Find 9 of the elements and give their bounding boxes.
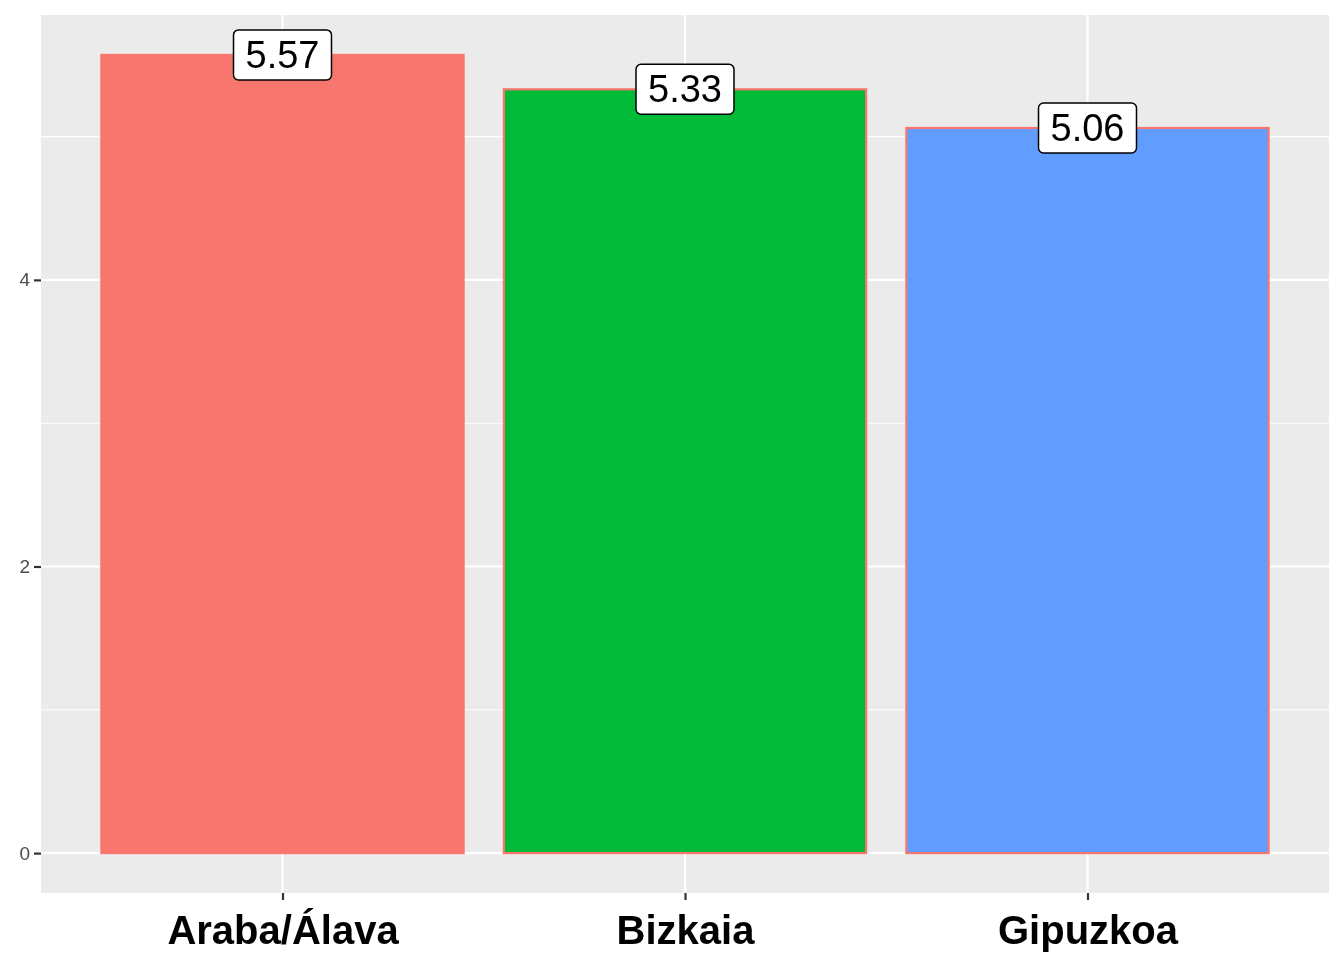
y-tick-label: 2 [19, 556, 30, 578]
data-label: 5.06 [1050, 106, 1125, 149]
x-tick-label: Araba/Álava [167, 908, 400, 952]
x-tick-label: Gipuzkoa [997, 908, 1179, 952]
y-tick-label: 4 [19, 269, 31, 291]
y-tick-label: 0 [19, 842, 30, 864]
data-label: 5.33 [648, 68, 722, 111]
data-label: 5.57 [245, 33, 320, 76]
x-tick-label: Bizkaia [616, 908, 756, 952]
